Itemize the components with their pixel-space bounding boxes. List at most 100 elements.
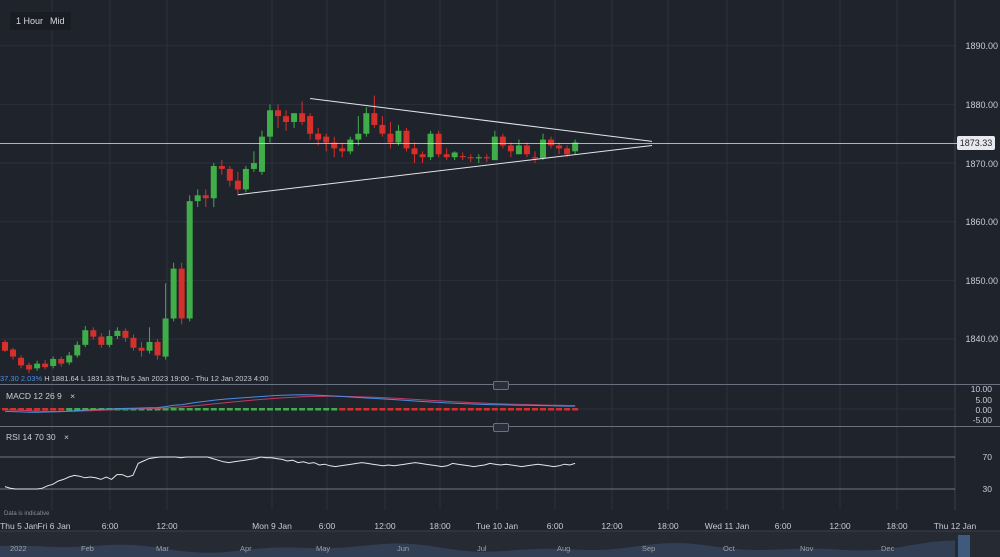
price-type-button[interactable]: Mid <box>44 12 71 30</box>
macd-histogram-bar <box>18 408 25 411</box>
candle-body <box>122 330 129 338</box>
macd-histogram-bar <box>483 408 490 411</box>
macd-histogram-bar <box>154 408 161 411</box>
rsi-label: RSI 14 70 30 × <box>6 432 69 442</box>
time-axis-label: Tue 10 Jan <box>475 521 519 531</box>
candle-body <box>50 358 57 366</box>
navigator-label: Oct <box>723 544 735 553</box>
candle-body <box>218 165 225 169</box>
macd-histogram-bar <box>275 408 282 411</box>
macd-histogram-bar <box>194 408 201 411</box>
candle-body <box>411 148 418 155</box>
macd-histogram-bar <box>572 408 579 411</box>
macd-histogram-bar <box>250 408 257 411</box>
macd-histogram-bar <box>66 408 73 411</box>
macd-label: MACD 12 26 9 × <box>6 391 75 401</box>
timeframe-button[interactable]: 1 Hour <box>10 12 50 30</box>
triangle-upper-line <box>310 98 653 142</box>
macd-histogram-bar <box>411 408 418 411</box>
macd-name: MACD <box>6 391 32 401</box>
macd-histogram-bar <box>170 408 177 411</box>
candle-body <box>82 330 89 345</box>
time-axis-label: Mon 9 Jan <box>252 521 292 531</box>
macd-histogram-bar <box>82 408 89 411</box>
macd-histogram-bar <box>210 408 217 411</box>
macd-histogram-bar <box>443 408 450 411</box>
time-axis-label: Fri 6 Jan <box>37 521 71 531</box>
date-range: Thu 5 Jan 2023 19:00 - Thu 12 Jan 2023 4… <box>116 374 269 383</box>
candle-body <box>371 113 378 125</box>
candle-body <box>130 337 137 348</box>
macd-histogram-bar <box>162 408 169 411</box>
candle-body <box>34 363 41 369</box>
candle-body <box>210 165 217 199</box>
rsi-name: RSI <box>6 432 21 442</box>
macd-histogram-bar <box>226 408 233 411</box>
candle-body <box>507 145 514 152</box>
triangle-lower-line <box>237 144 653 196</box>
time-axis-label: 12:00 <box>829 521 851 531</box>
candle-body <box>379 124 386 134</box>
macd-histogram-bar <box>291 408 298 411</box>
candle-body <box>355 133 362 140</box>
change-percent: 2.03% <box>20 374 43 383</box>
macd-histogram-bar <box>467 408 474 411</box>
macd-histogram-bar <box>395 408 402 411</box>
navigator-area <box>0 540 955 557</box>
candle-body <box>162 318 169 357</box>
macd-resize-handle[interactable] <box>493 381 509 390</box>
candle-body <box>459 156 466 158</box>
navigator-window <box>958 535 970 557</box>
macd-histogram-bar <box>548 408 555 411</box>
navigator-label: Jul <box>477 544 487 553</box>
macd-histogram-bar <box>266 408 273 411</box>
rsi-resize-handle[interactable] <box>493 423 509 432</box>
price-axis-label: 1840.00 <box>965 334 998 344</box>
candle-body <box>419 154 426 158</box>
macd-histogram-bar <box>218 408 225 411</box>
high-value: H 1881.64 <box>44 374 79 383</box>
candle-body <box>194 195 201 202</box>
candle-body <box>291 113 298 122</box>
rsi-close-icon[interactable]: × <box>64 432 69 442</box>
candle-body <box>467 157 474 159</box>
candle-body <box>106 336 113 345</box>
macd-histogram-bar <box>323 408 330 411</box>
time-axis-label: Thu 12 Jan <box>933 521 977 531</box>
macd-params: 12 26 9 <box>33 391 62 401</box>
candle-body <box>331 142 338 149</box>
time-axis-label: 18:00 <box>657 521 679 531</box>
time-axis-label: 6:00 <box>318 521 336 531</box>
price-axis-label: 1890.00 <box>965 41 998 51</box>
navigator-label: Jun <box>397 544 410 553</box>
candle-body <box>572 142 579 152</box>
macd-histogram-bar <box>258 408 265 411</box>
candle-body <box>242 168 249 190</box>
macd-histogram-bar <box>146 408 153 411</box>
change-value: 37.30 <box>0 374 19 383</box>
macd-histogram-bar <box>371 408 378 411</box>
navigator-label: Aug <box>557 544 571 553</box>
macd-close-icon[interactable]: × <box>70 391 76 401</box>
price-axis-label: 1870.00 <box>965 159 998 169</box>
candle-body <box>307 116 314 134</box>
rsi-line <box>4 456 576 490</box>
candle-body <box>74 344 81 356</box>
low-value: L 1831.33 <box>80 374 115 383</box>
candle-body <box>435 133 442 155</box>
candle-body <box>234 180 241 190</box>
macd-histogram-bar <box>419 408 426 411</box>
time-axis-label: 6:00 <box>546 521 564 531</box>
candle-body <box>483 157 490 159</box>
candle-body <box>299 113 306 122</box>
macd-histogram-bar <box>523 408 530 411</box>
rsi-axis-label: 30 <box>982 484 992 494</box>
candle-body <box>363 113 370 134</box>
candle-body <box>427 133 434 158</box>
macd-histogram-bar <box>403 408 410 411</box>
candle-body <box>515 145 522 155</box>
macd-histogram-bar <box>435 408 442 411</box>
time-axis-label: 12:00 <box>601 521 623 531</box>
macd-histogram-bar <box>475 408 482 411</box>
